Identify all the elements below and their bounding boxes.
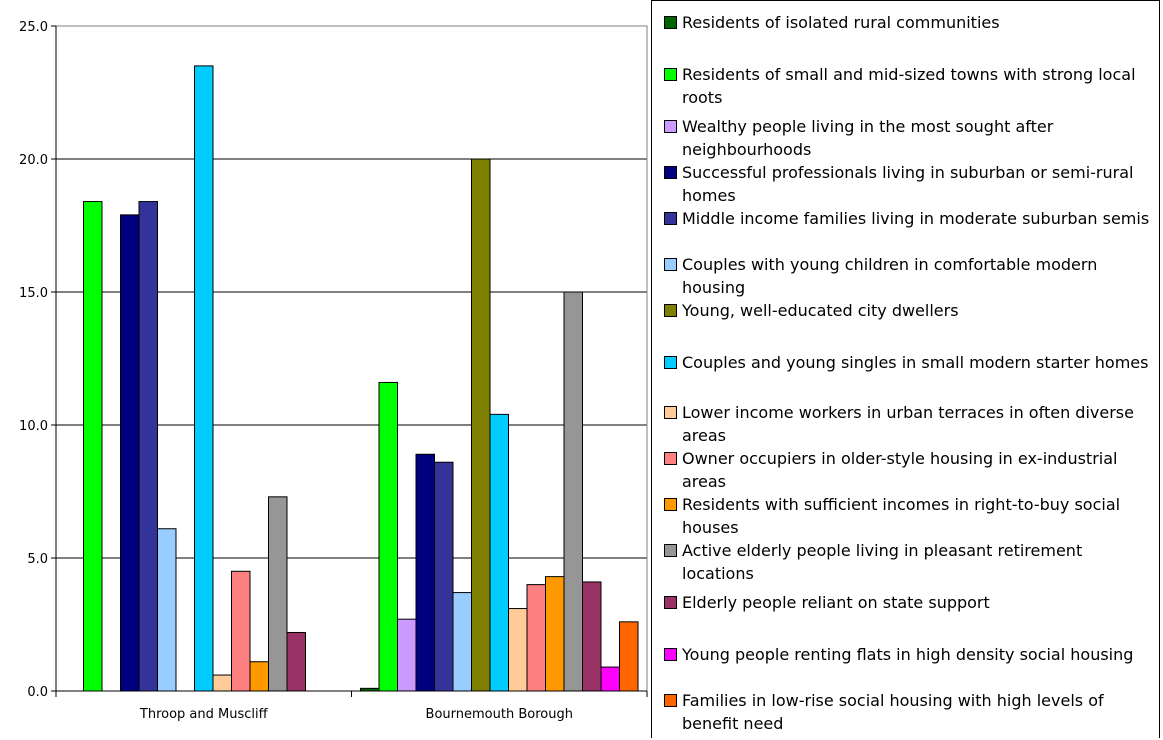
legend-swatch <box>664 452 677 465</box>
legend-item: Couples and young singles in small moder… <box>664 351 1154 374</box>
bar <box>415 453 435 692</box>
legend-item: Middle income families living in moderat… <box>664 207 1154 230</box>
bar <box>157 528 177 692</box>
legend-item: Residents with sufficient incomes in rig… <box>664 493 1154 539</box>
legend-label: Young people renting flats in high densi… <box>682 645 1134 664</box>
bar <box>286 631 306 692</box>
legend-label: Residents of small and mid-sized towns w… <box>682 65 1136 107</box>
legend-label: Residents of isolated rural communities <box>682 13 1000 32</box>
bar <box>268 496 288 692</box>
legend-swatch <box>664 544 677 557</box>
legend-swatch <box>664 120 677 133</box>
legend-swatch <box>664 498 677 511</box>
chart-legend: Residents of isolated rural communities R… <box>651 0 1160 738</box>
bar <box>397 618 417 692</box>
legend-item: Lower income workers in urban terraces i… <box>664 401 1154 447</box>
legend-label: Wealthy people living in the most sought… <box>682 117 1054 159</box>
bar <box>120 214 140 692</box>
bar <box>508 608 528 692</box>
legend-item: Owner occupiers in older-style housing i… <box>664 447 1154 493</box>
legend-label: Middle income families living in moderat… <box>682 209 1150 228</box>
bar <box>212 674 232 692</box>
legend-item: Active elderly people living in pleasant… <box>664 539 1154 585</box>
category-label: Throop and Muscliff <box>139 707 269 722</box>
legend-swatch <box>664 212 677 225</box>
legend-label: Owner occupiers in older-style housing i… <box>682 449 1118 491</box>
category-label: Bournemouth Borough <box>426 707 573 722</box>
legend-swatch <box>664 694 677 707</box>
legend-item: Successful professionals living in subur… <box>664 161 1154 207</box>
legend-swatch <box>664 166 677 179</box>
bar <box>138 201 158 692</box>
legend-label: Families in low-rise social housing with… <box>682 691 1104 733</box>
legend-swatch <box>664 356 677 369</box>
bar <box>619 621 639 692</box>
bar <box>471 158 491 692</box>
bar <box>545 576 565 692</box>
legend-label: Elderly people reliant on state support <box>682 593 990 612</box>
legend-label: Lower income workers in urban terraces i… <box>682 403 1134 445</box>
legend-item: Young people renting flats in high densi… <box>664 643 1154 666</box>
bar <box>231 570 251 692</box>
bar <box>489 413 509 692</box>
legend-item: Residents of small and mid-sized towns w… <box>664 63 1154 109</box>
y-tick-label: 10.0 <box>19 419 48 434</box>
legend-label: Couples with young children in comfortab… <box>682 255 1098 297</box>
bar <box>194 65 214 692</box>
legend-swatch <box>664 648 677 661</box>
bar <box>452 592 472 692</box>
legend-item: Families in low-rise social housing with… <box>664 689 1154 735</box>
legend-label: Active elderly people living in pleasant… <box>682 541 1083 583</box>
y-tick-label: 15.0 <box>19 286 48 301</box>
legend-swatch <box>664 406 677 419</box>
bar <box>83 201 103 692</box>
bar <box>434 461 454 692</box>
bar <box>526 584 546 692</box>
legend-item: Wealthy people living in the most sought… <box>664 115 1154 161</box>
bar-chart: 0.0 5.0 10.0 15.0 20.0 25.0 Throop and Musclif… <box>19 20 648 722</box>
bar <box>582 581 602 692</box>
legend-swatch <box>664 596 677 609</box>
legend-item: Residents of isolated rural communities <box>664 11 1154 34</box>
y-tick-label: 25.0 <box>19 20 48 35</box>
legend-item: Couples with young children in comfortab… <box>664 253 1154 299</box>
y-tick-label: 20.0 <box>19 153 48 168</box>
legend-item: Young, well-educated city dwellers <box>664 299 1154 322</box>
bar <box>378 381 398 692</box>
bar <box>563 291 583 692</box>
legend-swatch <box>664 258 677 271</box>
legend-label: Young, well-educated city dwellers <box>682 301 959 320</box>
legend-label: Residents with sufficient incomes in rig… <box>682 495 1121 537</box>
bar <box>360 687 380 692</box>
legend-swatch <box>664 16 677 29</box>
legend-label: Couples and young singles in small moder… <box>682 353 1149 372</box>
legend-swatch <box>664 304 677 317</box>
legend-swatch <box>664 68 677 81</box>
y-tick-label: 5.0 <box>27 552 48 567</box>
y-tick-label: 0.0 <box>27 685 48 700</box>
legend-item: Elderly people reliant on state support <box>664 591 1154 614</box>
bar <box>249 661 269 692</box>
legend-label: Successful professionals living in subur… <box>682 163 1134 205</box>
bar <box>600 666 620 692</box>
